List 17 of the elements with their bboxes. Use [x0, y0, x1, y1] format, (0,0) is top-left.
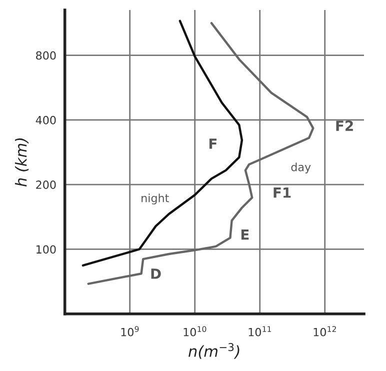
- y-tick-label: 400: [36, 116, 56, 124]
- x-tick-label: 10$^{10}$: [184, 326, 206, 336]
- y-tick-label: 100: [36, 245, 56, 254]
- y-axis-title: h (km): [14, 138, 29, 186]
- x-axis-title: n(m$^{−3}$): [188, 343, 240, 359]
- x-tick-label: 10$^{12}$: [314, 326, 336, 336]
- annotation: F2: [336, 120, 353, 131]
- annotation: day: [291, 162, 311, 174]
- annotation: F: [209, 138, 217, 149]
- annotation: D: [151, 268, 161, 279]
- y-tick-label: 200: [36, 180, 56, 189]
- x-tick-label: 10$^{11}$: [248, 326, 272, 336]
- x-tick-label: 10$^{9}$: [121, 326, 139, 336]
- annotation: F1: [274, 188, 291, 198]
- y-tick-label: 800: [36, 51, 56, 60]
- annotation: night: [142, 194, 169, 204]
- annotation: E: [241, 229, 249, 240]
